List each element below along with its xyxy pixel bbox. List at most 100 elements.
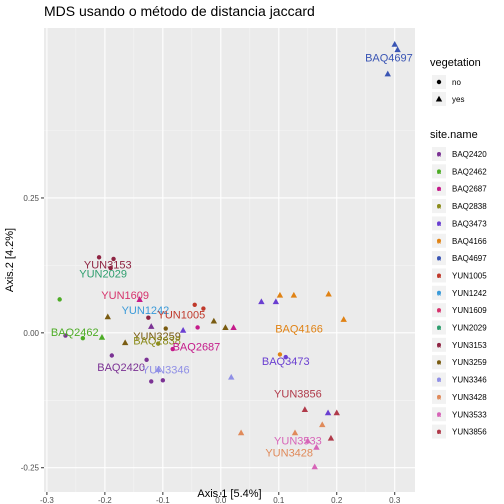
legend-letter-marker: a: [437, 221, 441, 228]
point-label: BAQ4697: [365, 53, 413, 65]
legend-label: YUN1609: [452, 306, 487, 315]
point-label: BAQ2420: [97, 362, 145, 374]
data-point: [146, 315, 151, 320]
point-label: BAQ3473: [262, 356, 310, 368]
data-point: [144, 357, 149, 363]
x-tick-label: 0.3: [389, 496, 401, 504]
data-point: [136, 296, 143, 302]
x-tick-label: -0.3: [40, 496, 54, 504]
data-point: [96, 255, 102, 260]
legend-letter-marker: a: [437, 169, 441, 176]
x-tick-label: -0.2: [98, 496, 112, 504]
plot-panel: [44, 28, 415, 492]
legend-marker: [437, 412, 441, 417]
point-label: YUN1242: [122, 305, 170, 317]
legend-marker: [437, 342, 441, 347]
data-point: [63, 333, 68, 338]
data-point: [313, 444, 320, 450]
data-point: [179, 326, 187, 333]
data-point: [109, 353, 115, 358]
legend-letter-marker: a: [437, 308, 441, 315]
point-label: YUN3533: [274, 436, 322, 448]
legend-vegetation: vegetation no yes: [430, 57, 481, 106]
legend-marker: [437, 256, 441, 261]
grid-lines: [44, 28, 415, 492]
data-point: [319, 421, 326, 428]
legend-letter-marker: a: [437, 290, 441, 297]
legend-letter-marker: a: [437, 256, 441, 263]
legend-label: BAQ4697: [452, 254, 487, 263]
legend-letter-marker: a: [437, 360, 441, 367]
chart-title: MDS usando o método de distancia jaccard: [44, 3, 315, 19]
data-point: [192, 302, 197, 307]
legend-label: YUN3346: [452, 376, 487, 385]
legend-letter-marker: a: [437, 412, 441, 419]
point-label: BAQ4166: [275, 324, 323, 336]
point-label: YUN3259: [133, 331, 181, 343]
data-point: [154, 366, 162, 373]
legend-marker: [437, 394, 441, 399]
legend-site-name-title: site.name: [430, 129, 478, 141]
legend-letter-marker: a: [437, 273, 441, 280]
data-point: [291, 429, 299, 436]
data-point: [394, 46, 401, 53]
data-point: [121, 339, 129, 346]
data-point: [98, 333, 106, 340]
y-tick-label: 0.25: [23, 194, 39, 203]
legend-marker: [437, 429, 441, 434]
point-label: YUN2029: [79, 268, 127, 280]
point-label: YUN3856: [274, 388, 322, 400]
legend-marker: [435, 95, 443, 102]
data-point: [272, 298, 280, 305]
legend-marker: [437, 186, 441, 191]
data-point: [301, 406, 309, 413]
data-point: [230, 324, 237, 331]
point-label: YUN3153: [84, 259, 132, 271]
data-point: [155, 341, 161, 346]
data-point: [160, 378, 166, 383]
data-point: [149, 379, 154, 384]
legend-label: BAQ2838: [452, 202, 487, 211]
data-point: [276, 291, 284, 298]
legend-marker: [437, 360, 441, 365]
data-point: [195, 325, 200, 330]
legend-label: YUN3259: [452, 358, 487, 367]
legend-marker: [437, 308, 441, 313]
legend-marker: [437, 290, 441, 295]
legend-marker: [437, 325, 441, 330]
legend-letter-marker: a: [437, 342, 441, 349]
legend-letter-marker: a: [437, 204, 441, 211]
data-point: [340, 316, 347, 322]
legend-label: YUN2029: [452, 324, 487, 333]
point-label: YUN3428: [265, 448, 313, 460]
data-point: [258, 298, 265, 305]
legend-site-name: site.name a BAQ2420 a BAQ2462 a BAQ2687 a BAQ28…: [430, 129, 487, 439]
legend-letter-marker: a: [437, 186, 441, 193]
legend-marker: [437, 377, 441, 382]
legend-label: YUN1242: [452, 289, 487, 298]
data-point: [325, 290, 332, 297]
data-point: [333, 409, 340, 416]
data-point: [324, 409, 332, 416]
point-label: BAQ2462: [51, 327, 99, 339]
data-point: [327, 434, 335, 441]
y-tick-label: 0.00: [23, 329, 39, 338]
axis-ticks: -0.3 -0.2 -0.1 0.0 0.1 0.2 0.3 -0.25 0.00 0.25: [21, 194, 401, 504]
legend-marker: [437, 238, 441, 243]
legend-letter-marker: a: [437, 377, 441, 384]
legend-vegetation-title: vegetation: [430, 57, 481, 69]
data-point: [148, 323, 155, 329]
legend-label: BAQ2462: [452, 167, 487, 176]
y-axis-title: Axis.2 [4.2%]: [4, 228, 16, 292]
x-tick-label: 0.2: [331, 496, 343, 504]
data-point: [384, 70, 391, 77]
legend-marker: [437, 221, 441, 226]
data-points: [57, 40, 401, 470]
point-label: BAQ2838: [133, 335, 181, 347]
legend-marker: [437, 152, 441, 156]
data-point: [283, 354, 288, 360]
legend-label: yes: [452, 95, 464, 104]
legend-label: YUN3428: [452, 393, 487, 402]
legend-label: YUN1005: [452, 271, 487, 280]
